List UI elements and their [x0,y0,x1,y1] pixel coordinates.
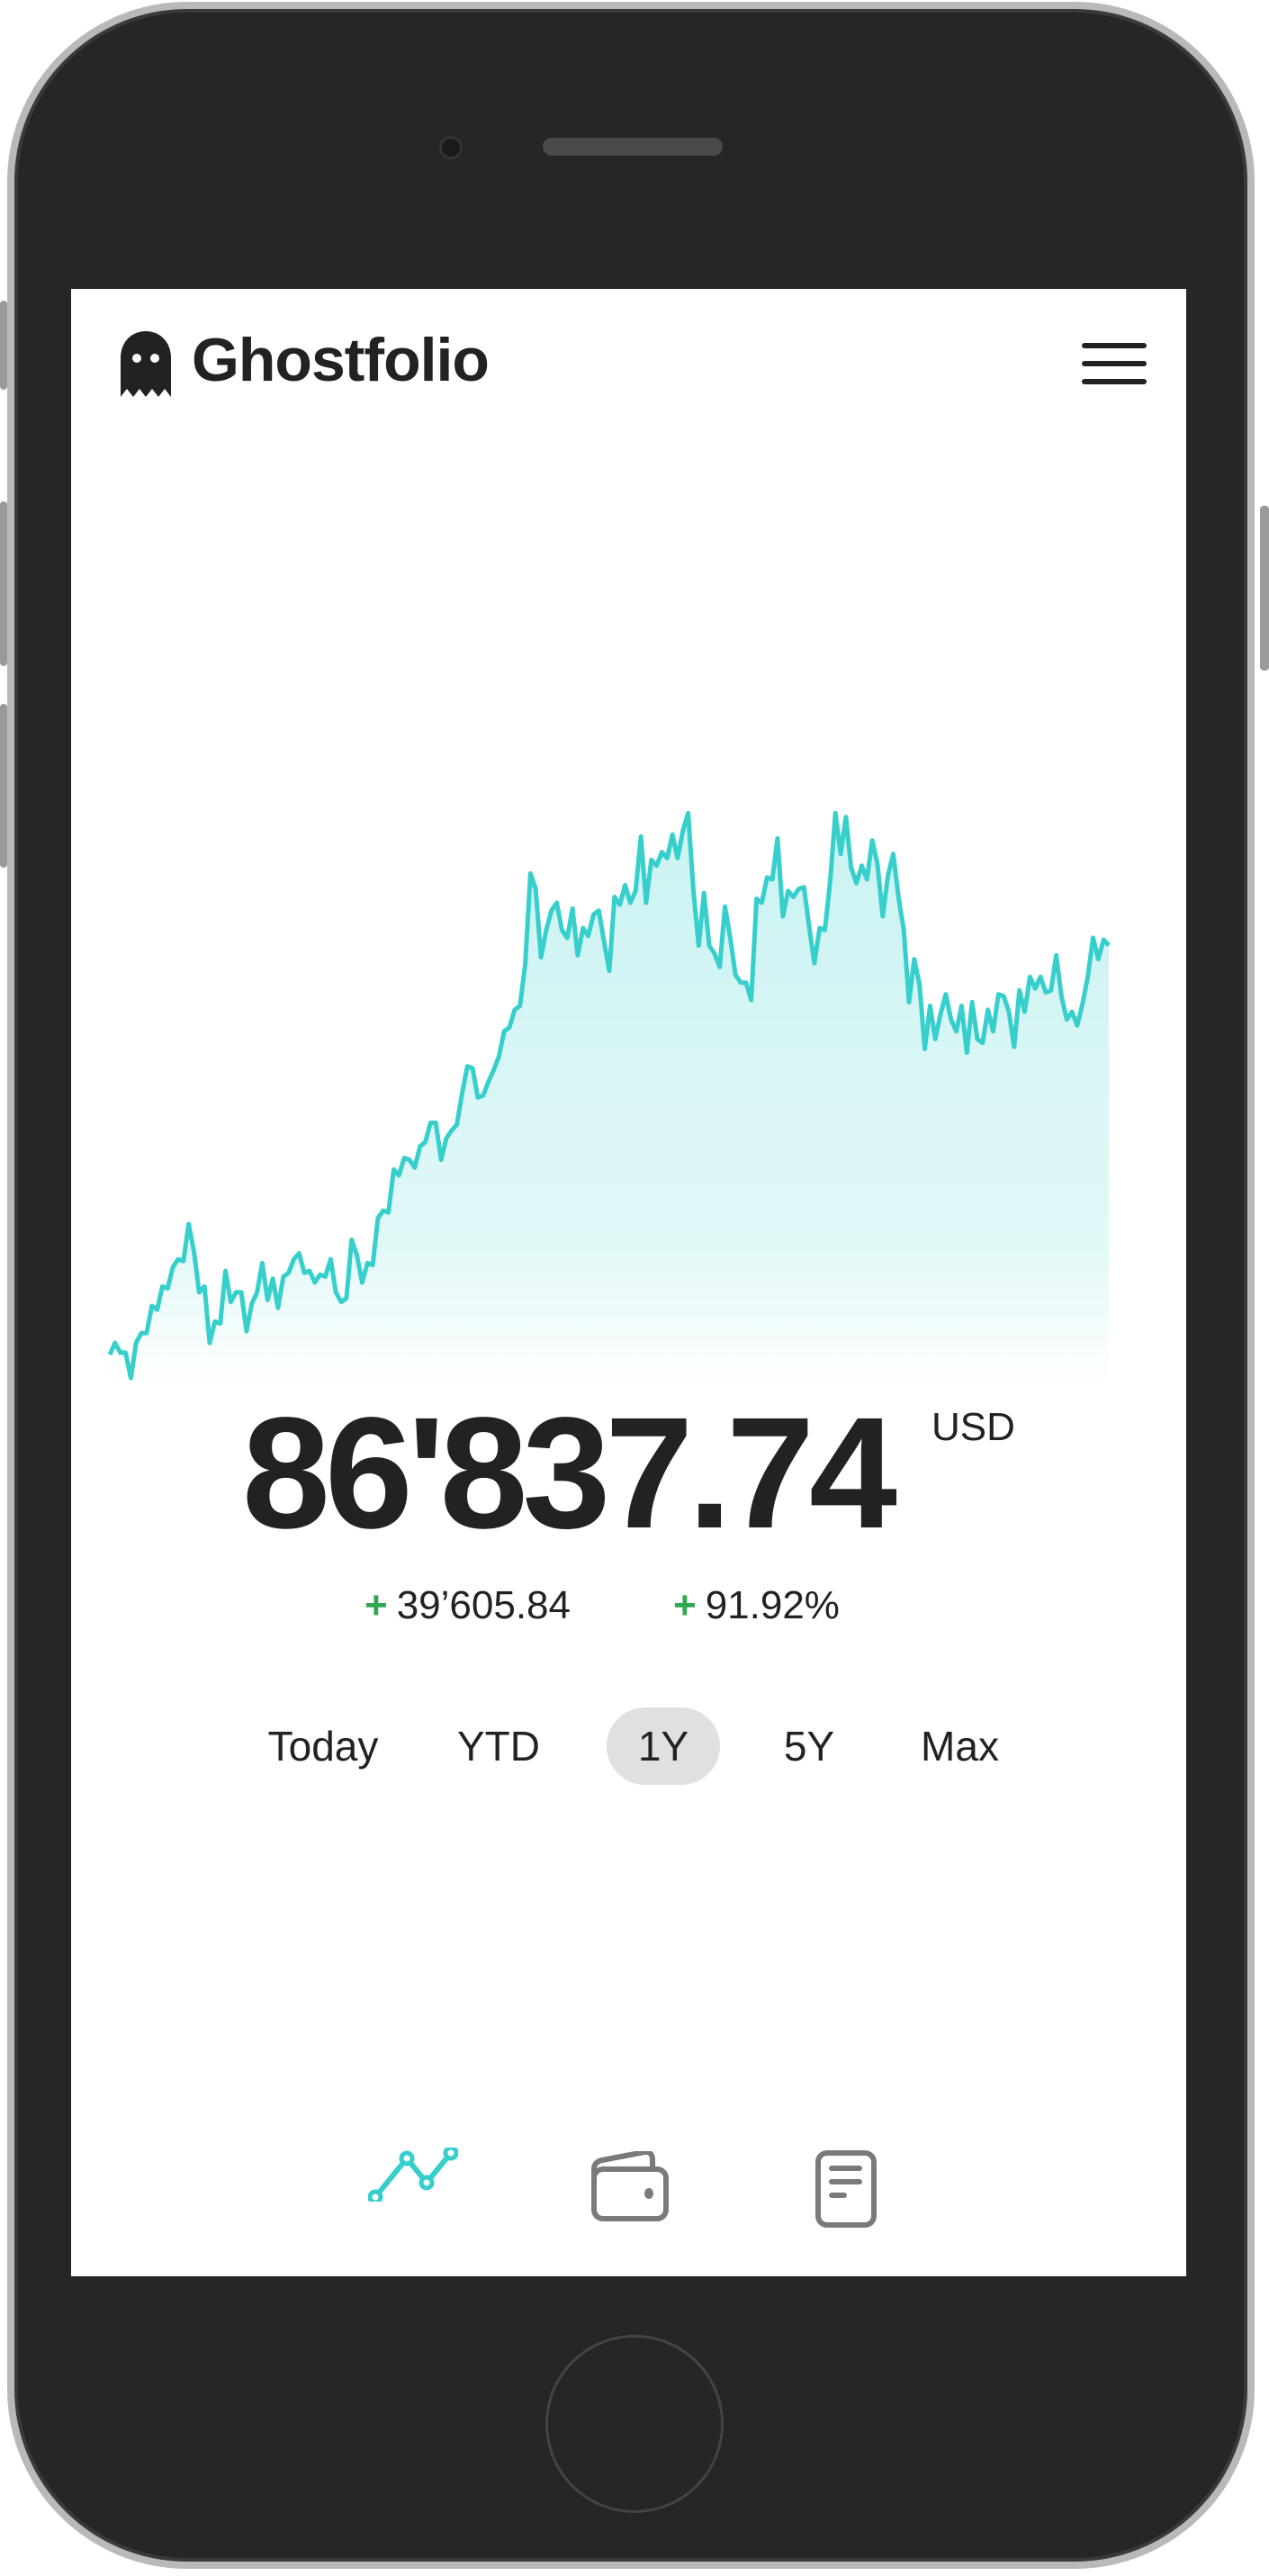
document-icon[interactable] [814,2149,879,2230]
performance-chart [107,810,1111,1386]
chart-area-fill [110,813,1109,1386]
timeframe-max[interactable]: Max [921,1723,999,1770]
timeframe-5y[interactable]: 5Y [783,1723,835,1770]
ghost-icon [121,331,171,397]
side-button-volume-up [0,501,7,666]
change-percent: +91.92% [673,1583,840,1628]
change-absolute-value: 39’605.84 [396,1583,571,1627]
currency-label: USD [932,1405,1015,1449]
timeframe-ytd[interactable]: YTD [457,1723,540,1770]
wallet-icon[interactable] [589,2151,670,2223]
plus-sign: + [673,1583,697,1627]
change-percent-value: 91.92% [705,1583,840,1627]
timeframe-1y[interactable]: 1Y [607,1707,720,1785]
side-button-volume-down [0,704,7,868]
earpiece-speaker [543,138,723,156]
timeframe-today[interactable]: Today [267,1723,379,1770]
front-camera [439,136,463,159]
plus-sign: + [364,1583,388,1627]
side-button-mute [0,301,7,390]
change-absolute: +39’605.84 [364,1583,571,1628]
portfolio-value: 86'837.74 [242,1385,897,1562]
app-screen: Ghostfolio 86'837.74 USD +39’605.84 +91.… [71,289,1186,2276]
hamburger-menu-icon[interactable] [1082,343,1147,384]
home-button[interactable] [545,2335,724,2513]
app-title[interactable]: Ghostfolio [192,326,490,394]
chart-line-series [107,810,1111,1381]
side-button-power [1260,506,1269,671]
line-chart-icon[interactable] [368,2148,458,2202]
